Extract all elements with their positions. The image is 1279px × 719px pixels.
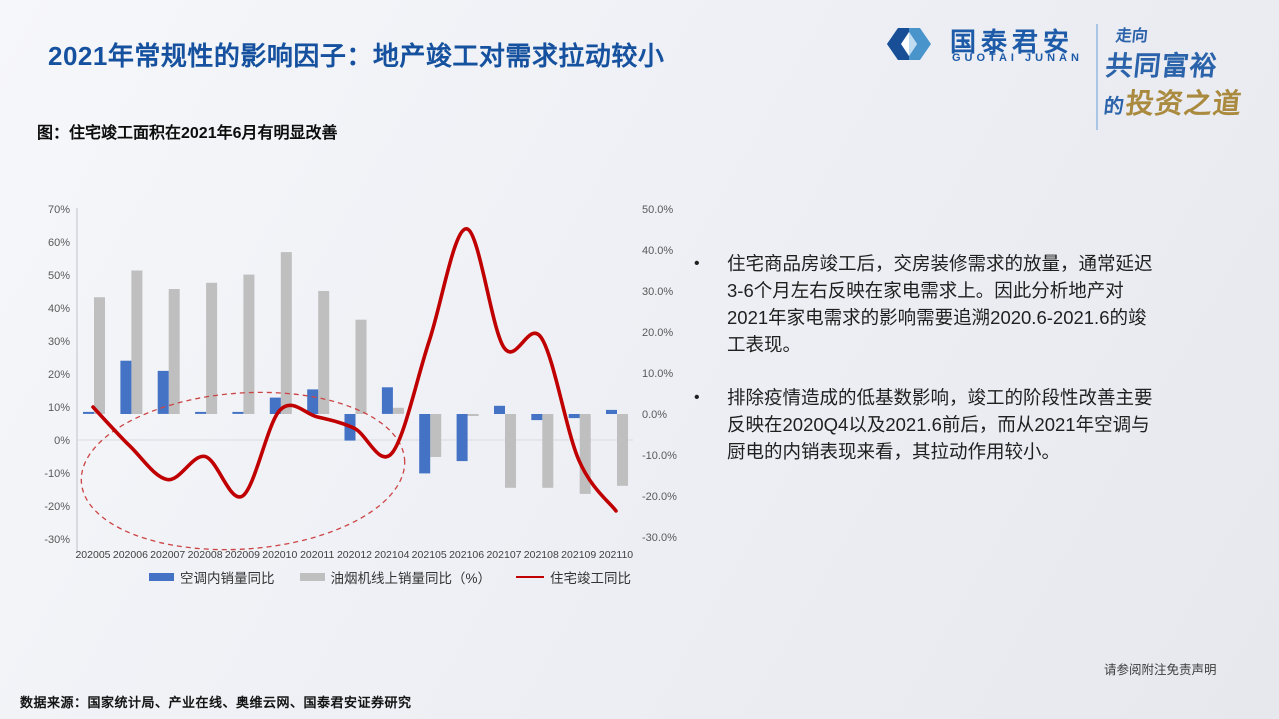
svg-text:50.0%: 50.0% <box>642 204 673 216</box>
svg-text:202005: 202005 <box>75 549 110 561</box>
logo-text-en: GUOTAI JUNAN <box>952 52 1083 64</box>
svg-text:202010: 202010 <box>262 549 297 561</box>
legend-swatch-hood-sales <box>299 573 325 581</box>
legend-label-completion: 住宅竣工同比 <box>550 571 632 586</box>
svg-text:202009: 202009 <box>225 549 260 561</box>
slogan-line3-prefix: 的 <box>1102 94 1126 118</box>
legend-swatch-ac-sales <box>149 573 174 581</box>
figure-caption: 图：住宅竣工面积在2021年6月有明显改善 <box>37 125 338 142</box>
slogan-line1: 走向 <box>1114 26 1149 45</box>
svg-text:202008: 202008 <box>188 549 223 561</box>
svg-text:202108: 202108 <box>524 549 559 561</box>
data-source-note: 数据来源：国家统计局、产业在线、奥维云网、国泰君安证券研究 <box>20 695 412 710</box>
svg-text:202110: 202110 <box>599 549 633 561</box>
guotai-junan-logo-icon <box>887 28 931 60</box>
svg-text:40%: 40% <box>48 303 70 315</box>
commentary-bullet-2: 排除疫情造成的低基数影响，竣工的阶段性改善主要反映在2020Q4以及2021.6… <box>692 384 1162 465</box>
slogan-line3-gold: 投资之道 <box>1124 87 1244 120</box>
legend-item-ac-sales: 空调内销量同比 <box>149 567 275 587</box>
svg-text:10%: 10% <box>48 402 70 414</box>
svg-text:50%: 50% <box>48 270 70 282</box>
svg-text:-30%: -30% <box>44 534 70 546</box>
svg-text:70%: 70% <box>48 204 70 216</box>
svg-text:202106: 202106 <box>449 549 484 561</box>
svg-text:-10.0%: -10.0% <box>642 450 677 462</box>
slogan-line2: 共同富裕 <box>1104 51 1220 82</box>
chart-legend: 空调内销量同比 油烟机线上销量同比（%） 住宅竣工同比 <box>149 567 631 587</box>
svg-text:-10%: -10% <box>44 468 70 480</box>
legend-item-completion: 住宅竣工同比 <box>516 567 631 587</box>
svg-text:0%: 0% <box>54 435 70 447</box>
svg-text:202105: 202105 <box>412 549 447 561</box>
page-title: 2021年常规性的影响因子：地产竣工对需求拉动较小 <box>48 41 665 71</box>
svg-text:40.0%: 40.0% <box>642 245 673 257</box>
commentary-bullet-1: 住宅商品房竣工后，交房装修需求的放量，通常延迟3-6个月左右反映在家电需求上。因… <box>692 250 1162 358</box>
svg-text:202011: 202011 <box>300 549 334 561</box>
svg-text:30.0%: 30.0% <box>642 286 673 298</box>
brand-slogan: 走向 共同富裕 的 投资之道 <box>1103 22 1256 132</box>
svg-text:20.0%: 20.0% <box>642 327 673 339</box>
svg-text:202007: 202007 <box>150 549 185 561</box>
svg-text:202012: 202012 <box>337 549 372 561</box>
svg-text:-20%: -20% <box>44 501 70 513</box>
svg-text:-20.0%: -20.0% <box>642 491 677 503</box>
svg-text:202104: 202104 <box>374 549 409 561</box>
disclaimer-note: 请参阅附注免责声明 <box>1104 663 1217 677</box>
legend-item-hood-sales: 油烟机线上销量同比（%） <box>299 567 492 587</box>
legend-label-hood-sales: 油烟机线上销量同比（%） <box>330 571 492 586</box>
completion-vs-appliance-chart: 70% 60% 50% 40% 30% 20% 10% 0% -10% -20% -30% 50.0%… <box>44 204 677 561</box>
brand-divider <box>1096 24 1098 130</box>
svg-text:-30.0%: -30.0% <box>642 532 677 544</box>
commentary-list: 住宅商品房竣工后，交房装修需求的放量，通常延迟3-6个月左右反映在家电需求上。因… <box>692 250 1162 491</box>
svg-text:202006: 202006 <box>113 549 148 561</box>
svg-text:20%: 20% <box>48 369 70 381</box>
svg-text:202107: 202107 <box>486 549 521 561</box>
legend-label-ac-sales: 空调内销量同比 <box>180 571 275 586</box>
svg-text:202109: 202109 <box>561 549 596 561</box>
logo-text-cn: 国泰君安 <box>950 27 1075 57</box>
legend-swatch-completion-line <box>516 575 545 579</box>
svg-text:0.0%: 0.0% <box>642 409 667 421</box>
svg-text:30%: 30% <box>48 336 70 348</box>
svg-text:10.0%: 10.0% <box>642 368 673 380</box>
svg-text:60%: 60% <box>48 237 70 249</box>
